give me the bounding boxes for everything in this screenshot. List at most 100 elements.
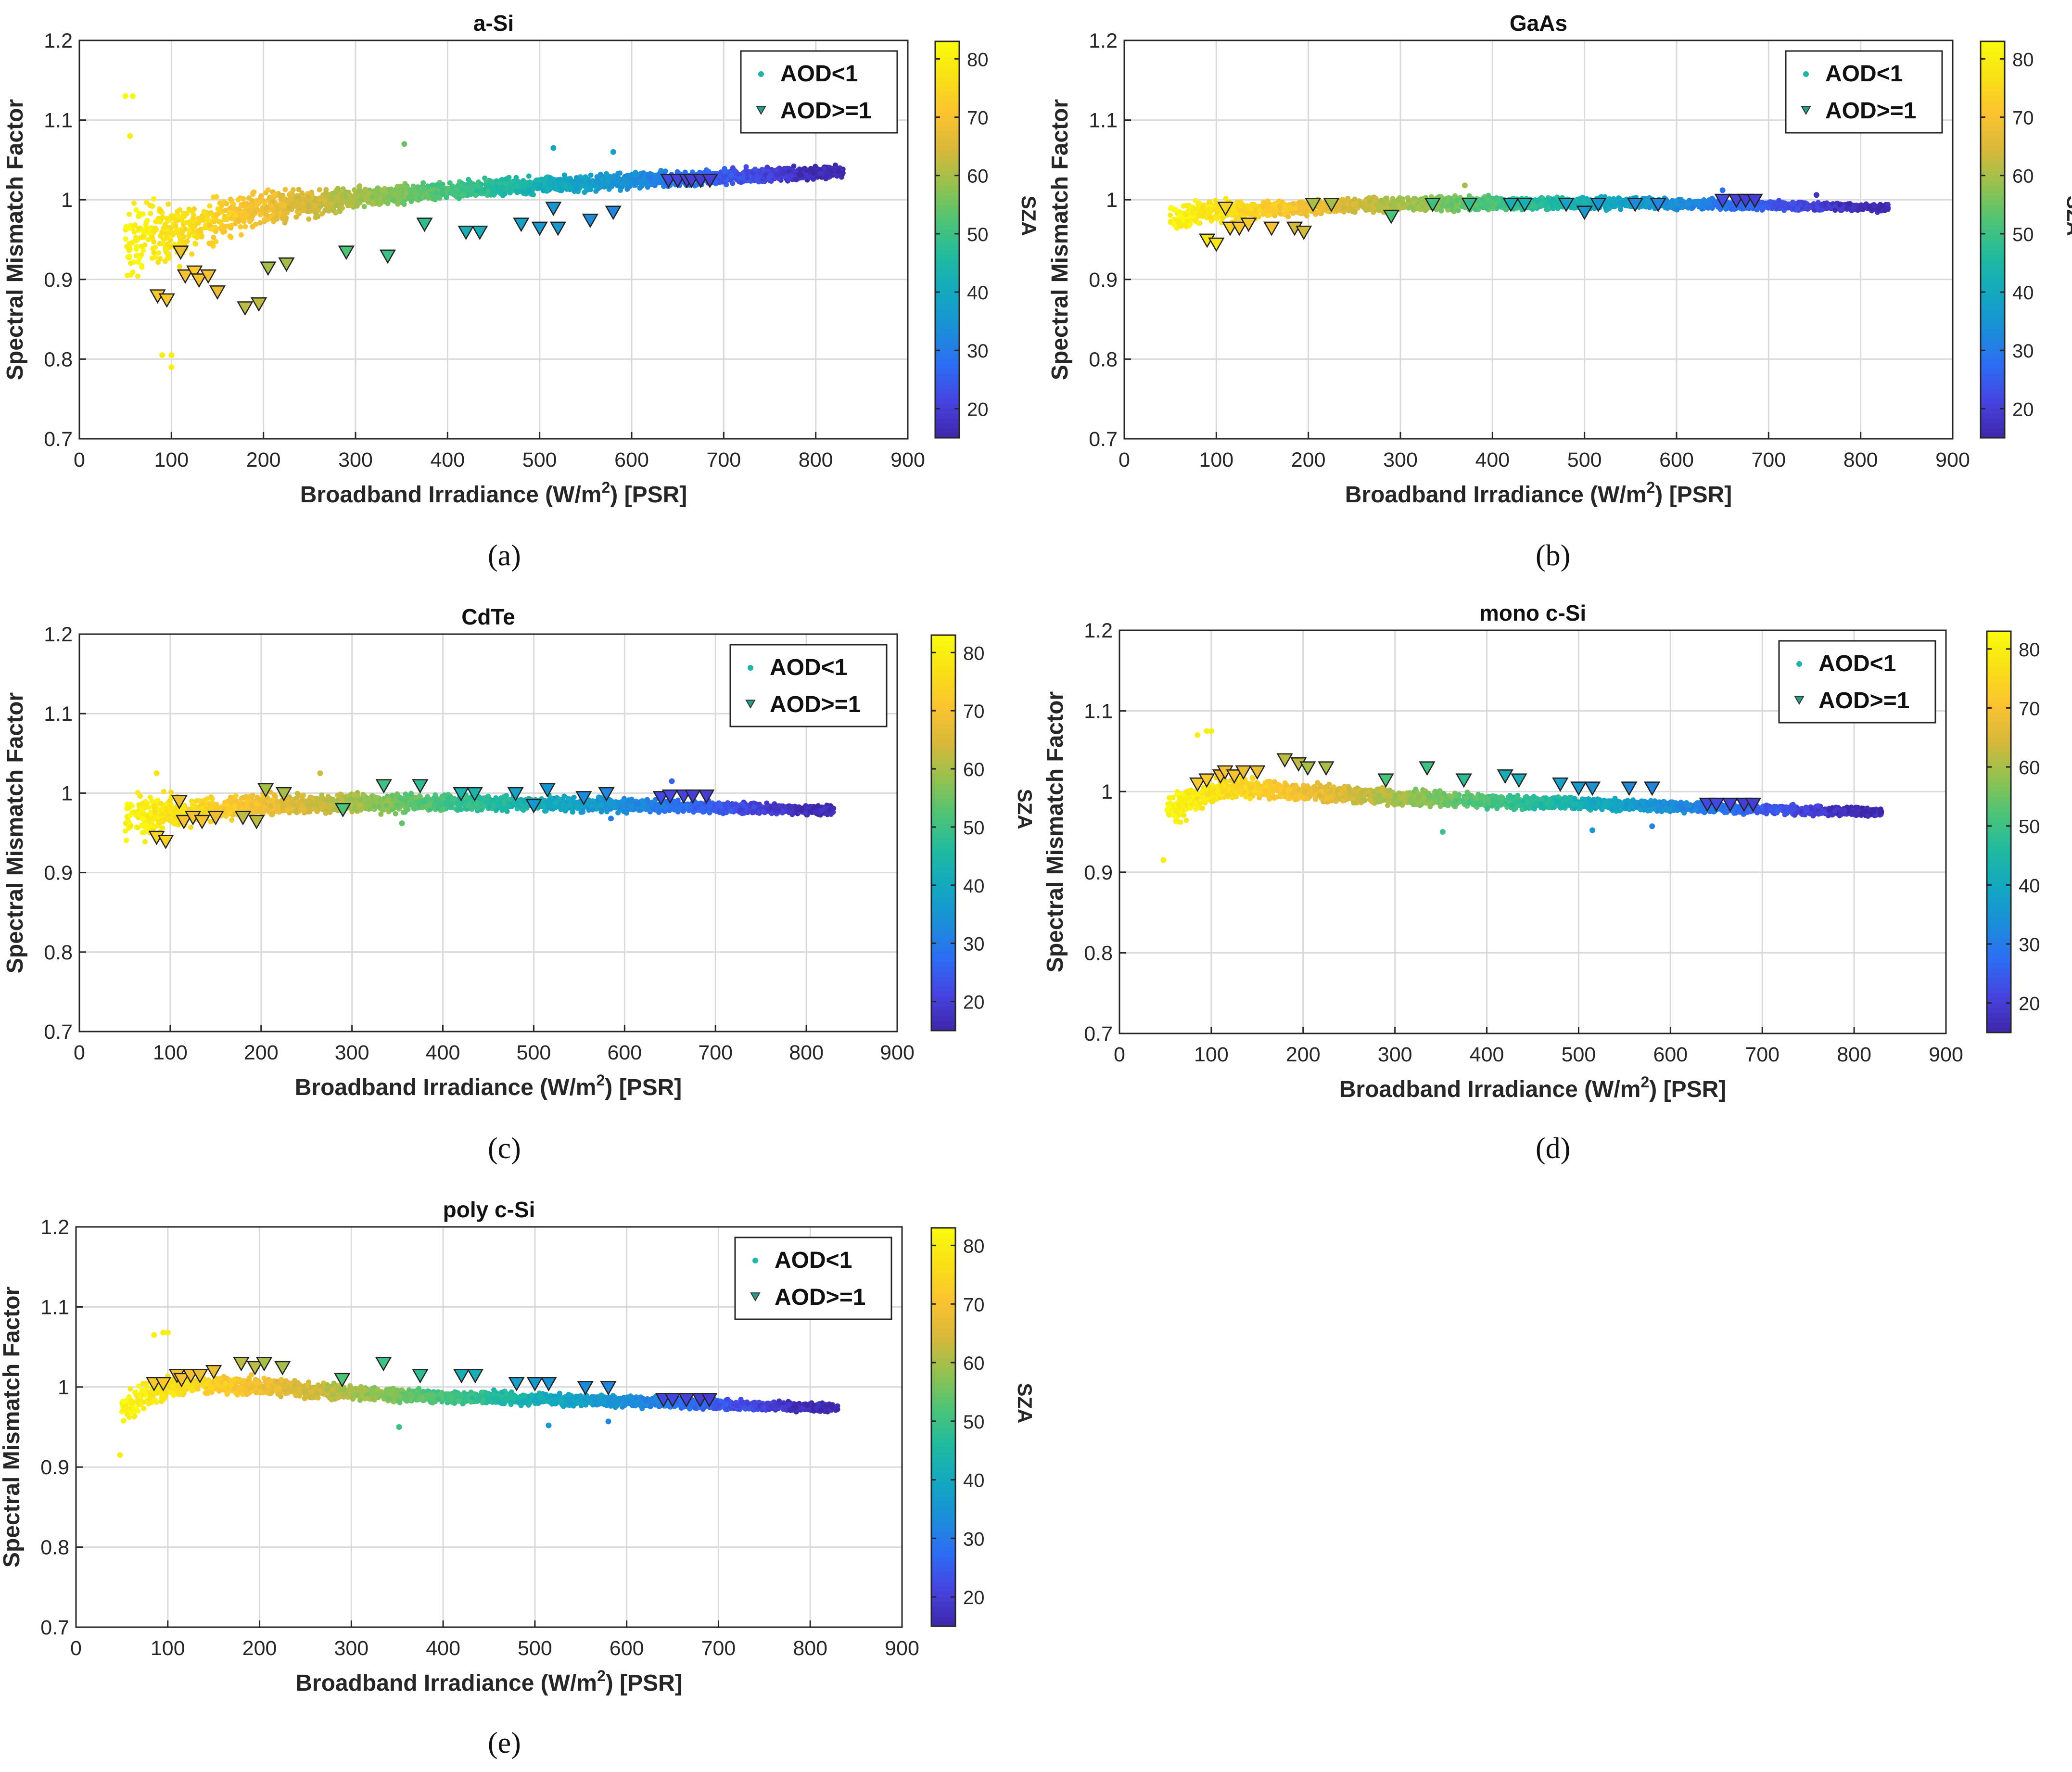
data-point — [495, 189, 500, 194]
colorbar-segment — [935, 155, 959, 161]
data-point — [179, 217, 185, 223]
colorbar-segment — [935, 348, 959, 354]
legend-dot-icon — [758, 71, 764, 77]
data-point — [361, 204, 367, 209]
data-point — [242, 201, 247, 207]
data-point — [340, 205, 345, 211]
data-point — [162, 221, 168, 227]
colorbar-segment — [935, 279, 959, 285]
data-point — [300, 201, 306, 206]
data-point — [147, 203, 153, 208]
data-point — [258, 198, 264, 204]
data-point — [604, 171, 609, 177]
data-point — [401, 141, 407, 147]
chart-panel-1: 0 100 200 300 400 500 600 700 800 9000.70.80.911.… — [2, 11, 1040, 508]
data-point — [473, 192, 479, 198]
data-point — [811, 170, 817, 176]
data-point — [161, 236, 166, 242]
data-point — [273, 216, 279, 221]
data-point — [254, 206, 260, 212]
data-point — [655, 177, 661, 183]
data-point — [306, 216, 312, 222]
data-point — [317, 187, 322, 192]
data-point — [250, 224, 255, 229]
colorbar-segment — [935, 413, 959, 419]
data-point — [788, 173, 793, 179]
data-point — [300, 207, 306, 213]
data-point — [186, 233, 191, 239]
colorbar-segment — [935, 319, 959, 325]
data-point — [366, 191, 372, 196]
data-point — [643, 181, 649, 187]
y-tick-label: 0.7 — [44, 428, 73, 451]
data-point — [401, 202, 407, 207]
data-point — [246, 208, 252, 214]
data-point — [249, 198, 254, 204]
colorbar-tick-label: 20 — [967, 399, 989, 420]
legend-label-aod-below: AOD<1 — [780, 61, 858, 87]
data-point — [755, 177, 761, 183]
data-point — [156, 250, 162, 256]
data-point — [797, 172, 802, 178]
data-point — [319, 211, 325, 217]
data-point — [550, 145, 557, 151]
colorbar-label: SZA — [1017, 196, 1040, 236]
data-point — [166, 255, 172, 261]
data-point — [175, 209, 180, 215]
colorbar-segment — [935, 215, 959, 220]
data-point — [418, 189, 424, 195]
data-point — [757, 170, 763, 176]
colorbar-segment — [935, 428, 959, 433]
colorbar-segment — [935, 403, 959, 409]
colorbar-segment — [935, 274, 959, 280]
data-point — [752, 166, 758, 172]
data-point — [537, 177, 542, 183]
data-point — [394, 184, 400, 190]
data-point — [641, 176, 647, 181]
data-point — [189, 251, 195, 257]
colorbar-segment — [935, 299, 959, 305]
data-point — [502, 191, 508, 197]
data-point — [618, 188, 623, 193]
data-point — [552, 184, 558, 190]
colorbar-segment — [935, 150, 959, 156]
colorbar-segment — [935, 145, 959, 151]
data-point — [235, 197, 241, 203]
data-point — [148, 211, 153, 217]
colorbar-segment — [935, 418, 959, 424]
data-point — [588, 172, 594, 178]
colorbar-tick-label: 70 — [967, 108, 989, 129]
data-point — [483, 178, 489, 184]
colorbar-segment — [935, 225, 959, 230]
data-point — [513, 188, 519, 193]
data-point — [157, 256, 163, 262]
colorbar-segment — [935, 51, 959, 57]
colorbar-segment — [935, 160, 959, 166]
data-point — [238, 232, 244, 238]
data-point — [732, 168, 737, 174]
x-tick-label: 900 — [890, 448, 925, 472]
colorbar-segment — [935, 333, 959, 339]
data-point — [450, 190, 456, 196]
x-tick-label: 700 — [706, 448, 741, 472]
data-point — [126, 225, 132, 231]
data-point — [575, 180, 581, 185]
data-point — [262, 217, 267, 222]
data-point — [563, 177, 569, 182]
data-point — [333, 210, 339, 216]
data-point — [573, 186, 579, 192]
y-tick-label: 1 — [61, 189, 73, 212]
colorbar-segment — [935, 140, 959, 146]
data-point — [526, 173, 532, 179]
data-point — [214, 211, 219, 217]
data-point — [227, 209, 232, 215]
data-point — [129, 93, 136, 99]
data-point — [496, 180, 502, 186]
colorbar-tick-label: 80 — [967, 49, 989, 70]
data-point — [213, 239, 219, 244]
data-point — [605, 178, 611, 184]
data-point — [806, 174, 811, 179]
colorbar-tick-label: 60 — [967, 166, 989, 187]
data-point — [202, 210, 207, 216]
data-point — [543, 175, 549, 180]
